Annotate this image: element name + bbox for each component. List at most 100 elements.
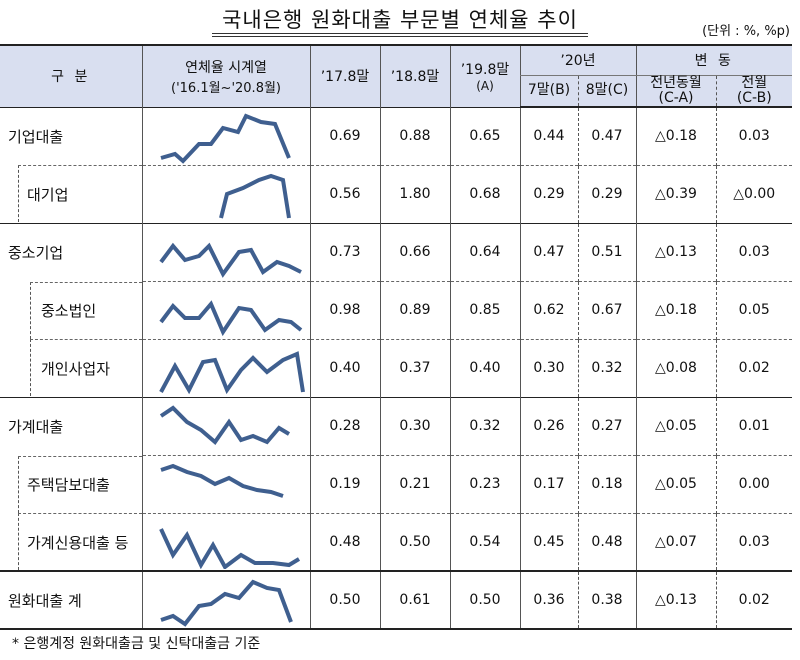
header-1908-label: ’19.8말	[460, 62, 510, 79]
cell-change-yoy: △0.07	[635, 512, 716, 571]
sparkline-cell	[141, 396, 310, 455]
header-1908: ’19.8말 (A)	[449, 44, 520, 107]
row-label-text: 주택담보대출	[27, 476, 110, 494]
row-label-text: 가계신용대출 등	[27, 533, 129, 552]
cell-1808: 0.21	[379, 454, 450, 513]
cell-1708: 0.50	[309, 570, 380, 630]
sparkline-line	[158, 527, 300, 569]
cell-2008: 0.18	[577, 454, 636, 513]
row-label-text: 개인사업자	[41, 359, 111, 378]
sparkline-svg	[158, 351, 305, 395]
cell-1708: 0.19	[309, 454, 380, 513]
table-row: 가계신용대출 등 0.48 0.50 0.54 0.45 0.48 △0.07 0.03	[0, 512, 792, 571]
sparkline-cell	[141, 338, 310, 397]
title-underline-double	[212, 36, 588, 37]
table-row: 주택담보대출 0.19 0.21 0.23 0.17 0.18 △0.05 0.00	[0, 454, 792, 513]
header-2020: ’20년	[519, 44, 636, 76]
sparkline-svg	[158, 527, 300, 569]
cell-2007: 0.17	[519, 454, 578, 513]
header-change: 변 동	[635, 44, 792, 76]
cell-1708: 0.40	[309, 338, 380, 397]
sparkline-line	[158, 242, 302, 278]
cell-2007: 0.62	[519, 280, 578, 339]
cell-2008: 0.67	[577, 280, 636, 339]
cell-1908: 0.64	[449, 222, 520, 281]
row-label: 개인사업자	[30, 339, 142, 397]
table-row: 개인사업자 0.40 0.37 0.40 0.30 0.32 △0.08 0.02	[0, 338, 792, 397]
sparkline-cell	[141, 280, 310, 339]
sparkline-line	[159, 405, 290, 445]
header-1908-code: (A)	[476, 79, 494, 94]
row-label: 원화대출 계	[0, 570, 142, 630]
cell-2007: 0.45	[519, 512, 578, 571]
cell-change-yoy: △0.08	[635, 338, 716, 397]
sparkline-svg	[158, 242, 302, 278]
row-label: 중소법인	[30, 281, 142, 339]
cell-2008: 0.29	[577, 164, 636, 223]
sparkline-svg	[159, 113, 291, 164]
sparkline-svg	[218, 173, 291, 219]
cell-2008: 0.51	[577, 222, 636, 281]
sparkline-line	[158, 351, 305, 395]
cell-1908: 0.85	[449, 280, 520, 339]
cell-1808: 0.61	[379, 570, 450, 630]
sparkline-svg	[159, 579, 293, 627]
cell-change-yoy: △0.05	[635, 454, 716, 513]
header-timeseries-title: 연체율 시계열	[185, 59, 267, 76]
cell-change-mom: 0.05	[715, 280, 792, 339]
header-timeseries-period: ('16.1월~'20.8월)	[171, 80, 281, 96]
header-change-yoy-label: 전년동월	[650, 74, 702, 91]
cell-change-mom: 0.02	[715, 338, 792, 397]
cell-1808: 0.50	[379, 512, 450, 571]
header-change-mom-code: (C-B)	[736, 89, 772, 106]
row-label: 중소기업	[0, 222, 142, 281]
header-2007: 7말(B)	[519, 75, 578, 108]
cell-1708: 0.98	[309, 280, 380, 339]
cell-change-yoy: △0.18	[635, 106, 716, 165]
cell-1708: 0.48	[309, 512, 380, 571]
cell-change-yoy: △0.39	[635, 164, 716, 223]
header-1808: ’18.8말	[379, 44, 450, 107]
row-label-text: 중소법인	[41, 302, 97, 320]
header-change-mom-label: 전월	[741, 74, 768, 91]
table-row: 중소기업 0.73 0.66 0.64 0.47 0.51 △0.13 0.03	[0, 222, 792, 281]
sparkline-cell	[141, 512, 310, 571]
row-label: 가계대출	[0, 396, 142, 455]
table-row: 가계대출 0.28 0.30 0.32 0.26 0.27 △0.05 0.01	[0, 396, 792, 455]
sparkline-line	[159, 463, 284, 498]
cell-2008: 0.48	[577, 512, 636, 571]
cell-change-yoy: △0.13	[635, 222, 716, 281]
header-1708: ’17.8말	[309, 44, 380, 107]
cell-change-mom: 0.00	[715, 454, 792, 513]
cell-1708: 0.69	[309, 106, 380, 165]
cell-1808: 0.88	[379, 106, 450, 165]
cell-1908: 0.32	[449, 396, 520, 455]
cell-change-mom: 0.03	[715, 222, 792, 281]
delinquency-table: 구 분 연체율 시계열 ('16.1월~'20.8월) ’17.8말 ’18.8…	[0, 44, 792, 630]
header-2008: 8말(C)	[577, 75, 636, 108]
table-row: 원화대출 계 0.50 0.61 0.50 0.36 0.38 △0.13 0.02	[0, 570, 792, 630]
sparkline-cell	[141, 164, 310, 223]
sparkline-cell	[141, 222, 310, 281]
table-row: 대기업 0.56 1.80 0.68 0.29 0.29 △0.39 △0.00	[0, 164, 792, 223]
cell-2007: 0.44	[519, 106, 578, 165]
cell-2007: 0.30	[519, 338, 578, 397]
cell-1908: 0.40	[449, 338, 520, 397]
cell-1908: 0.23	[449, 454, 520, 513]
cell-2008: 0.38	[577, 570, 636, 630]
sparkline-line	[159, 113, 291, 164]
title-underline	[212, 33, 588, 34]
sparkline-cell	[141, 570, 310, 630]
cell-2007: 0.47	[519, 222, 578, 281]
row-label: 기업대출	[0, 106, 142, 165]
sparkline-svg	[159, 463, 284, 498]
cell-1908: 0.68	[449, 164, 520, 223]
cell-1908: 0.50	[449, 570, 520, 630]
sparkline-line	[158, 300, 302, 337]
cell-1808: 0.89	[379, 280, 450, 339]
cell-1708: 0.73	[309, 222, 380, 281]
cell-change-mom: 0.01	[715, 396, 792, 455]
unit-label: (단위 : %, %p)	[702, 24, 790, 39]
header-timeseries: 연체율 시계열 ('16.1월~'20.8월)	[141, 44, 310, 107]
row-label: 주택담보대출	[18, 455, 142, 513]
